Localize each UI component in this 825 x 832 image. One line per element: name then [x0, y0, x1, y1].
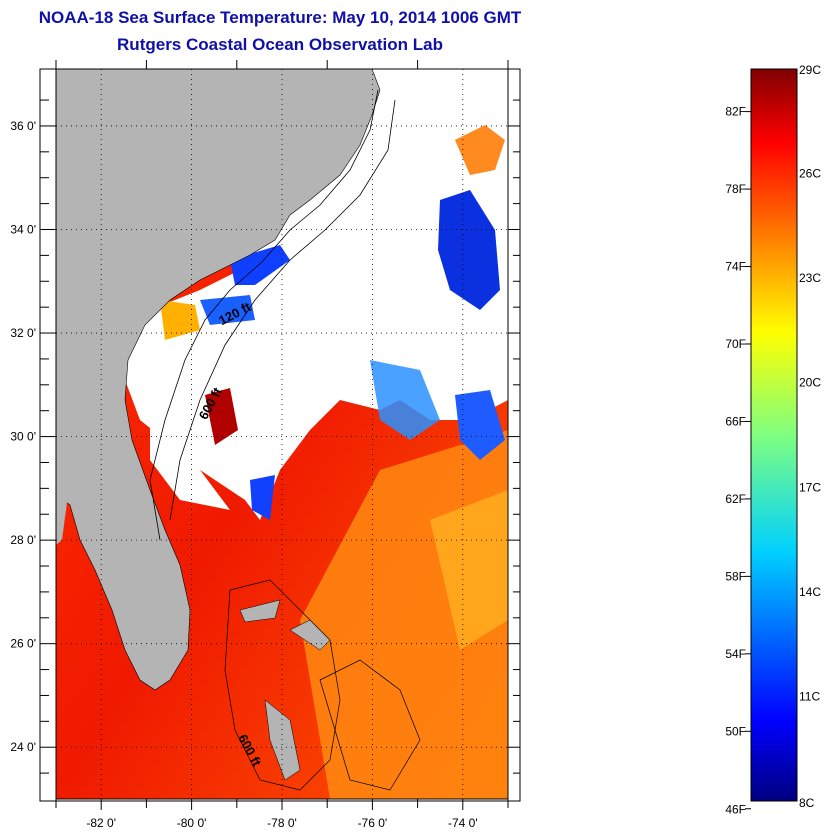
- lat-tick-label: 24 0': [10, 740, 36, 754]
- sst-yellow-orange-area: [430, 490, 508, 650]
- colorbar-celsius-label: 20C: [799, 376, 821, 390]
- contour-600ft: [169, 99, 396, 521]
- colorbar-celsius-label: 14C: [799, 585, 821, 599]
- lat-tick-label: 34 0': [10, 222, 36, 236]
- lat-tick-label: 36 0': [10, 119, 36, 133]
- lat-tick-label: 30 0': [10, 430, 36, 444]
- land-bahamas-andros: [264, 699, 301, 781]
- colorbar-fahrenheit-label: 54F: [725, 647, 746, 661]
- contour-bahamas: [224, 579, 341, 791]
- map-subtitle: Rutgers Coastal Ocean Observation Lab: [117, 35, 443, 54]
- colorbar-fahrenheit-label: 62F: [725, 492, 746, 506]
- sst-hot-patch: [205, 388, 238, 445]
- sst-cold-patch-coast: [230, 245, 290, 285]
- sst-cold-patch-florida: [250, 475, 275, 520]
- land-bahamas-grand: [239, 599, 281, 623]
- colorbar-fahrenheit-label: 82F: [725, 105, 746, 119]
- land-southeast-us: [56, 69, 381, 691]
- colorbar-fahrenheit-label: 66F: [725, 414, 746, 428]
- lon-tick-label: -80 0': [177, 816, 207, 830]
- colorbar-fahrenheit-label: 74F: [725, 260, 746, 274]
- colorbar-fahrenheit-label: 58F: [725, 569, 746, 583]
- colorbar-fahrenheit-label: 78F: [725, 182, 746, 196]
- lat-tick-label: 32 0': [10, 326, 36, 340]
- contour-bahamas-east: [319, 659, 421, 791]
- colorbar-fahrenheit-label: 50F: [725, 724, 746, 738]
- sst-cool-patch-gulfstream: [370, 360, 440, 440]
- lat-tick-label: 26 0': [10, 637, 36, 651]
- colorbar: [750, 68, 798, 802]
- colorbar-celsius-label: 26C: [799, 167, 821, 181]
- colorbar-celsius-label: 17C: [799, 480, 821, 494]
- sst-warm-patch-north: [455, 125, 505, 175]
- sst-cold-patch-east: [455, 390, 505, 460]
- colorbar-celsius-label: 29C: [799, 63, 821, 77]
- colorbar-celsius-label: 23C: [799, 271, 821, 285]
- lon-tick-label: -74 0': [448, 816, 478, 830]
- colorbar-celsius-label: 11C: [799, 689, 820, 703]
- colorbar-celsius-label: 8C: [799, 796, 815, 810]
- graticule-grid: [56, 69, 508, 799]
- land-gulf-coast-edge: [56, 490, 68, 545]
- lon-tick-label: -82 0': [86, 816, 116, 830]
- sst-cold-patch-shelf: [200, 295, 255, 325]
- axis-ticks: 24 0' 26 0' 28 0' 30 0' 32 0' 34 0' 36 0' -82 0…: [10, 60, 520, 830]
- lon-tick-label: -78 0': [267, 816, 297, 830]
- cloud-cover-coastal: [150, 420, 230, 510]
- colorbar-labels: 8C 11C 14C 17C 20C 23C 26C 29C 46F 50F 54F 58F 62F 66…: [725, 63, 821, 817]
- colorbar-fahrenheit-label: 70F: [725, 337, 746, 351]
- contour-120ft: [149, 89, 379, 541]
- lat-tick-label: 28 0': [10, 533, 36, 547]
- lon-tick-label: -76 0': [358, 816, 388, 830]
- sst-cold-patch-offshore: [438, 190, 500, 310]
- colorbar-fahrenheit-label: 46F: [725, 803, 746, 817]
- sst-warm-patch-shelf: [160, 300, 200, 340]
- map-title: NOAA-18 Sea Surface Temperature: May 10,…: [38, 8, 522, 27]
